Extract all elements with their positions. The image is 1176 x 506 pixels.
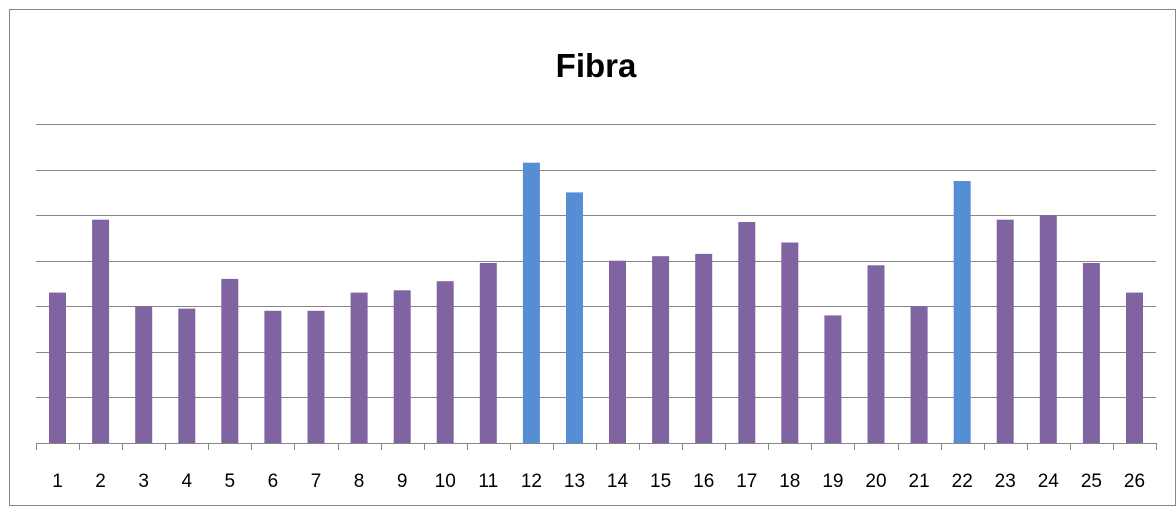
x-tick-label: 9 xyxy=(397,471,408,492)
bar xyxy=(652,256,670,443)
bar xyxy=(307,310,325,443)
bar xyxy=(738,222,756,443)
bar xyxy=(479,263,497,443)
bar xyxy=(178,308,196,443)
x-tick-label: 23 xyxy=(995,471,1016,492)
bar xyxy=(49,292,66,443)
x-tick-label: 13 xyxy=(564,471,585,492)
x-tick-label: 7 xyxy=(311,471,322,492)
bar xyxy=(867,265,885,443)
x-tick-label: 12 xyxy=(521,471,542,492)
bars xyxy=(49,162,1143,443)
bar xyxy=(1039,215,1057,443)
x-tick-label: 16 xyxy=(693,471,714,492)
x-axis xyxy=(36,443,1157,450)
x-tick-label: 21 xyxy=(909,471,930,492)
bar xyxy=(393,290,411,443)
x-tick-labels: 1 2 3 4 5 6 7 8 9 10 11 12 13 14 15 16 17 18 19 20 21 22 23 24 2… xyxy=(52,471,1145,492)
gridlines xyxy=(36,124,1156,398)
x-tick-label: 17 xyxy=(736,471,757,492)
bar xyxy=(910,306,928,443)
bar xyxy=(1082,263,1100,443)
bar xyxy=(824,315,842,443)
x-tick-label: 5 xyxy=(225,471,236,492)
x-tick-label: 22 xyxy=(952,471,973,492)
chart-title: Fibra xyxy=(556,47,637,84)
x-tick-label: 10 xyxy=(435,471,456,492)
bar xyxy=(522,162,540,443)
bar xyxy=(566,192,583,443)
x-tick-label: 15 xyxy=(650,471,671,492)
x-tick-label: 4 xyxy=(182,471,193,492)
bar xyxy=(221,278,239,443)
x-tick-label: 3 xyxy=(138,471,149,492)
bar xyxy=(781,242,799,443)
bar xyxy=(953,181,971,443)
bar xyxy=(609,260,626,443)
x-tick-label: 14 xyxy=(607,471,629,492)
x-tick-label: 20 xyxy=(865,471,886,492)
bar xyxy=(135,306,153,443)
x-tick-label: 6 xyxy=(268,471,279,492)
x-tick-label: 11 xyxy=(478,471,498,492)
x-tick-label: 2 xyxy=(95,471,106,492)
x-tick-label: 8 xyxy=(354,471,365,492)
bar xyxy=(92,219,110,443)
bar xyxy=(436,281,454,443)
bar xyxy=(350,292,368,443)
bar xyxy=(1126,292,1143,443)
x-tick-label: 26 xyxy=(1124,471,1145,492)
bar xyxy=(996,219,1014,443)
x-tick-label: 1 xyxy=(52,471,63,492)
x-tick-label: 18 xyxy=(779,471,800,492)
x-tick-label: 24 xyxy=(1038,471,1060,492)
x-tick-label: 19 xyxy=(822,471,843,492)
bar xyxy=(695,253,713,443)
x-tick-label: 25 xyxy=(1081,471,1102,492)
bar xyxy=(264,310,282,443)
